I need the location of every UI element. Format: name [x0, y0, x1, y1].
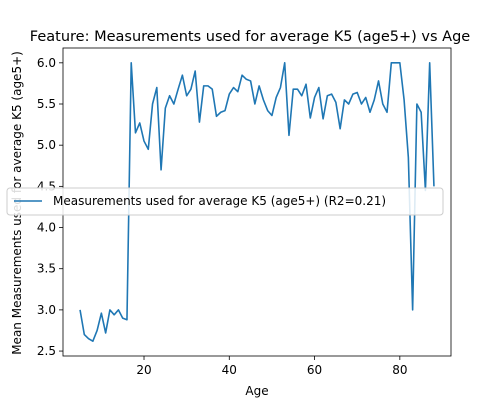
legend-box	[6, 187, 444, 216]
series-line-0	[79, 62, 435, 342]
x-tick-label: 20	[136, 363, 151, 377]
x-tick-label: 60	[307, 363, 322, 377]
y-tick-label: 3.5	[37, 262, 56, 276]
legend-entry-label: Measurements used for average K5 (age5+)…	[53, 194, 386, 208]
x-tick-label: 40	[222, 363, 237, 377]
y-tick-label: 2.5	[37, 344, 56, 358]
chart-title: Feature: Measurements used for average K…	[30, 29, 471, 45]
y-tick-label: 3.0	[37, 303, 56, 317]
series-layer	[79, 62, 435, 342]
y-tick-label: 4.0	[37, 221, 56, 235]
y-tick-label: 6.0	[37, 56, 56, 70]
y-tick-label: 5.5	[37, 97, 56, 111]
legend: Measurements used for average K5 (age5+)…	[6, 187, 444, 216]
axis-ticks: 20 40 60 802.53.03.54.04.55.05.56.0	[37, 56, 408, 377]
y-tick-label: 5.0	[37, 138, 56, 152]
x-tick-label: 80	[392, 363, 407, 377]
x-axis-label: Age	[245, 384, 268, 398]
